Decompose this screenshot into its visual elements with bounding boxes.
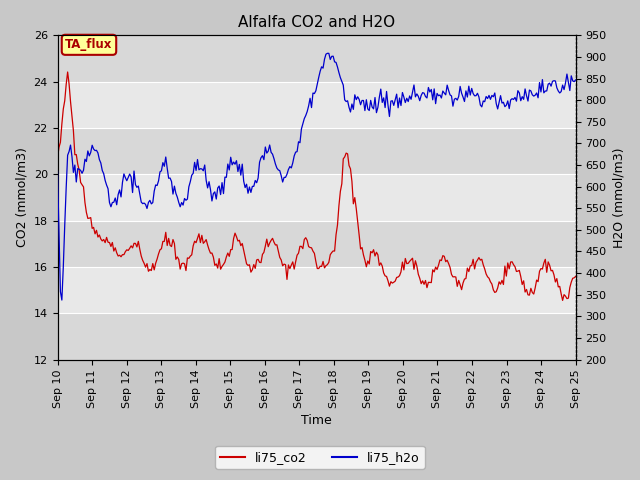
Title: Alfalfa CO2 and H2O: Alfalfa CO2 and H2O xyxy=(238,15,395,30)
Text: TA_flux: TA_flux xyxy=(65,38,113,51)
Bar xyxy=(58,313,575,360)
X-axis label: Time: Time xyxy=(301,414,332,427)
Bar xyxy=(58,267,575,313)
Bar xyxy=(58,174,575,221)
Y-axis label: CO2 (mmol/m3): CO2 (mmol/m3) xyxy=(15,147,28,247)
Bar xyxy=(58,128,575,174)
Bar xyxy=(58,82,575,128)
Legend: li75_co2, li75_h2o: li75_co2, li75_h2o xyxy=(215,446,425,469)
Bar xyxy=(58,36,575,82)
Y-axis label: H2O (mmol/m3): H2O (mmol/m3) xyxy=(612,147,625,248)
Bar xyxy=(58,221,575,267)
